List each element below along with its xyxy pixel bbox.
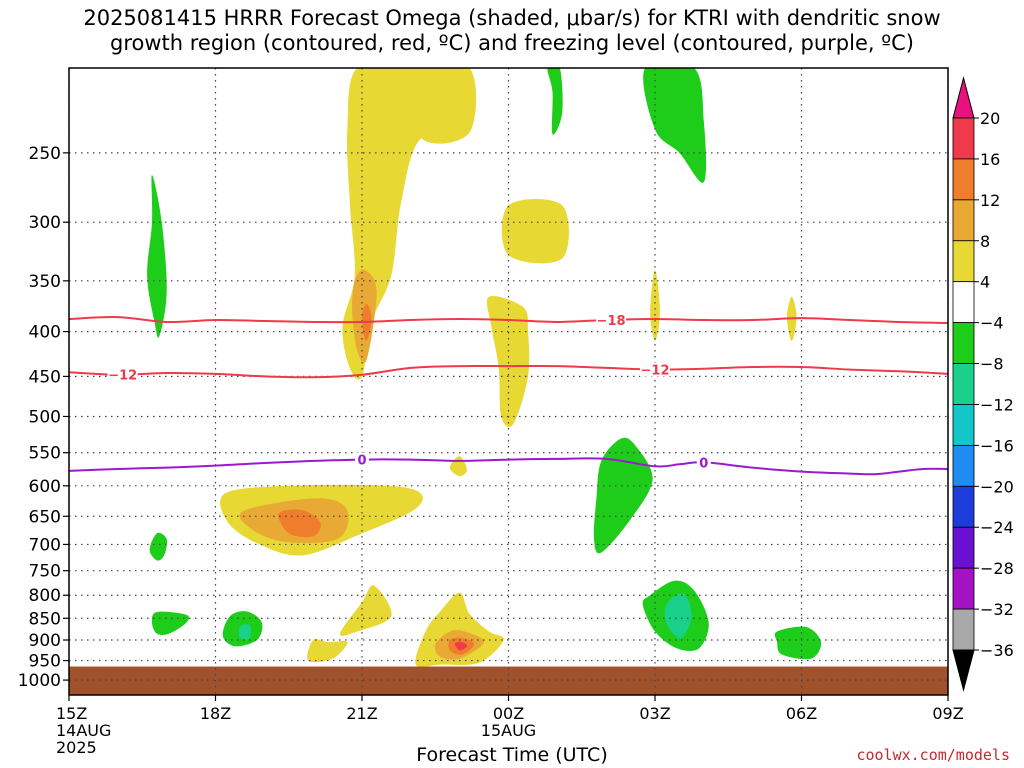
x-tick-label-06Z: 06Z — [786, 704, 817, 723]
colorbar-label-9: −20 — [980, 477, 1014, 496]
colorbar-swatch-1 — [952, 158, 975, 201]
x-tick-label-18Z: 18Z — [200, 704, 231, 723]
watermark: coolwx.com/models — [856, 746, 1010, 764]
dgz-contour-neg12-label-1: −12 — [641, 364, 670, 379]
freezing-level-contour-label-0: 0 — [357, 454, 366, 469]
dgz-contour-neg12 — [69, 364, 948, 379]
colorbar-label-5: −4 — [980, 314, 1004, 333]
colorbar-top-arrow — [952, 76, 975, 119]
colorbar-label-7: −12 — [980, 395, 1014, 414]
x-tick-label-21Z: 21Z — [346, 704, 377, 723]
y-tick-label-450: 450 — [29, 367, 61, 387]
y-tick-label-900: 900 — [29, 631, 61, 651]
colorbar-label-6: −8 — [980, 355, 1004, 374]
omega-region-4-3 — [486, 296, 530, 428]
omega-region-neg8-0 — [664, 593, 692, 639]
colorbar-bottom-arrow — [952, 649, 975, 692]
dgz-contour-neg12-label-bg-1 — [640, 362, 670, 377]
x-tick-sublabel-15Z-1: 2025 — [56, 738, 97, 757]
omega-region-4-1 — [414, 68, 476, 144]
x-tick-label-00Z: 00Z — [493, 704, 524, 723]
y-tick-label-250: 250 — [29, 144, 61, 164]
freezing-level-contour-label-bg-0 — [355, 452, 369, 467]
omega-region-4-6 — [449, 456, 467, 477]
y-tick-label-950: 950 — [29, 652, 61, 672]
omega-region-16-0 — [454, 641, 468, 651]
omega-region-neg4-4 — [593, 437, 653, 554]
colorbar-swatch-9 — [952, 485, 975, 528]
y-tick-label-700: 700 — [29, 535, 61, 555]
colorbar-label-4: 4 — [980, 273, 990, 292]
freezing-level-contour-label-bg-1 — [696, 455, 711, 470]
colorbar-swatch-12 — [952, 608, 975, 651]
omega-region-neg4-2 — [643, 68, 707, 183]
colorbar-swatch-2 — [952, 199, 975, 242]
y-tick-label-550: 550 — [29, 444, 61, 464]
omega-region-neg4-8 — [774, 626, 822, 660]
dgz-contour-neg18-label-0: −18 — [597, 314, 626, 329]
colorbar-label-11: −28 — [980, 559, 1014, 578]
omega-region-4-9 — [307, 638, 348, 663]
dgz-contour-neg12-label-bg-0 — [107, 367, 138, 382]
dgz-contour-neg18-label-bg-0 — [596, 312, 627, 327]
y-tick-label-300: 300 — [29, 213, 61, 233]
plot-area: −18 −12 −12 0 0 — [69, 68, 948, 695]
omega-region-4-8 — [339, 585, 392, 636]
colorbar-swatch-7 — [952, 404, 975, 446]
colorbar-swatch-0 — [952, 117, 975, 160]
y-tick-label-500: 500 — [29, 407, 61, 427]
x-tick-sublabel-15Z-0: 14AUG — [56, 721, 111, 740]
colorbar-label-13: −36 — [980, 641, 1014, 660]
dgz-contour-neg12-label-0: −12 — [108, 369, 137, 384]
y-tick-label-850: 850 — [29, 609, 61, 629]
colorbar-swatch-5 — [952, 322, 975, 364]
x-tick-label-03Z: 03Z — [639, 704, 670, 723]
colorbar-label-1: 16 — [980, 150, 1000, 169]
freezing-level-contour-label-1: 0 — [699, 456, 708, 471]
y-tick-label-650: 650 — [29, 507, 61, 527]
omega-region-neg4-3 — [149, 532, 168, 561]
y-tick-label-600: 600 — [29, 477, 61, 497]
colorbar-swatch-11 — [952, 567, 975, 610]
omega-region-4-4 — [650, 269, 660, 341]
y-tick-label-800: 800 — [29, 586, 61, 606]
colorbar-label-10: −24 — [980, 518, 1014, 537]
x-axis-label: Forecast Time (UTC) — [416, 744, 608, 766]
y-tick-label-1000: 1000 — [18, 671, 61, 691]
x-tick-sublabel-00Z-0: 15AUG — [481, 721, 536, 740]
colorbar-swatch-6 — [952, 363, 975, 405]
colorbar-swatch-8 — [952, 444, 975, 487]
y-tick-label-750: 750 — [29, 562, 61, 582]
omega-region-neg4-5 — [151, 611, 190, 635]
dgz-contour-neg18 — [69, 316, 948, 324]
colorbar-label-8: −16 — [980, 436, 1014, 455]
omega-region-neg4-1 — [547, 68, 563, 135]
x-tick-label-09Z: 09Z — [932, 704, 963, 723]
colorbar-swatch-4 — [952, 281, 975, 324]
omega-region-neg8-1 — [238, 624, 251, 640]
colorbar-label-0: 20 — [980, 109, 1000, 128]
y-tick-label-400: 400 — [29, 323, 61, 343]
freezing-level-contour — [69, 457, 948, 476]
colorbar-swatch-10 — [952, 526, 975, 569]
omega-region-4-2 — [501, 198, 569, 264]
chart-title: 2025081415 HRRR Forecast Omega (shaded, … — [83, 6, 941, 55]
omega-region-neg4-0 — [147, 175, 167, 338]
colorbar-label-3: 8 — [980, 232, 990, 251]
x-tick-label-15Z: 15Z — [56, 704, 87, 723]
colorbar-label-2: 12 — [980, 191, 1000, 210]
y-tick-label-350: 350 — [29, 272, 61, 292]
colorbar-swatch-3 — [952, 240, 975, 283]
colorbar: 20 16 12 8 4 −4 −8 −12 −16 −20 −24 −28 −32 −36 — [952, 76, 1014, 692]
colorbar-label-12: −32 — [980, 600, 1014, 619]
